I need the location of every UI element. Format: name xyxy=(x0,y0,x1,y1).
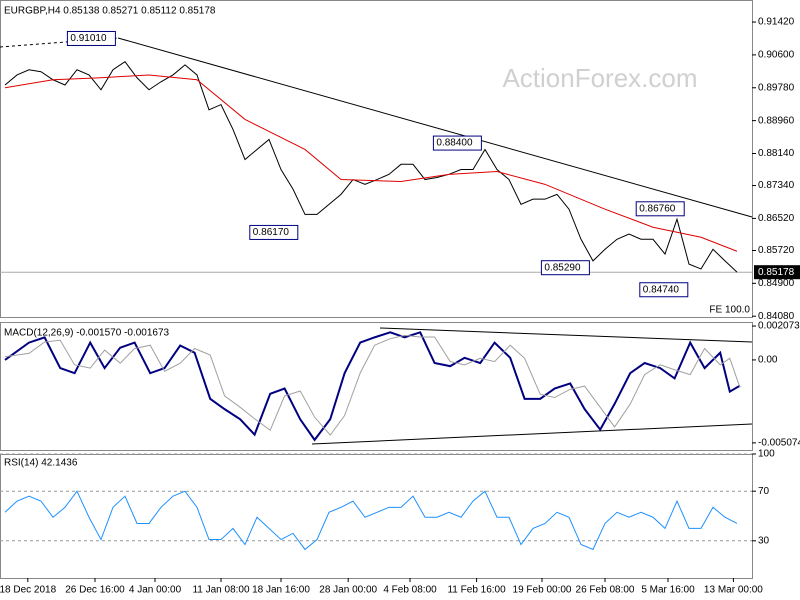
series-line xyxy=(4,74,738,252)
annotation-box xyxy=(249,224,299,240)
x-tick-label: 18 Jan 16:00 xyxy=(252,585,310,596)
macd-panel xyxy=(0,322,753,451)
y-tick-label: -0.005074 xyxy=(758,438,800,449)
annotation-label: 0.86170 xyxy=(253,227,290,238)
watermark: ActionForex.com xyxy=(502,63,697,93)
x-tick-label: 26 Dec 16:00 xyxy=(65,585,125,596)
price-panel xyxy=(0,0,753,318)
y-tick-label: 70 xyxy=(758,486,770,497)
trendline xyxy=(311,423,753,445)
rsi-panel xyxy=(0,454,753,579)
annotation-label: 0.86760 xyxy=(639,203,676,214)
trendline xyxy=(117,37,753,218)
y-tick-label: 0.00 xyxy=(758,355,778,366)
annotation-label: 0.88400 xyxy=(436,138,473,149)
x-tick-label: 13 Mar 00:00 xyxy=(704,585,763,596)
y-tick-label: 0.89780 xyxy=(758,82,795,93)
annotation-box xyxy=(432,135,482,151)
last-price-box xyxy=(754,265,800,280)
annotation-label: 0.85290 xyxy=(544,262,581,273)
x-tick-label: 19 Feb 00:00 xyxy=(513,585,572,596)
series-line xyxy=(4,490,738,551)
series-line xyxy=(4,61,738,273)
y-tick-label: 0.88140 xyxy=(758,148,795,159)
y-tick-label: 0.87340 xyxy=(758,180,795,191)
x-tick-label: 4 Feb 08:00 xyxy=(383,585,437,596)
x-tick-label: 18 Dec 2018 xyxy=(0,585,57,596)
fe-label: FE 100.0 xyxy=(709,305,750,316)
y-tick-label: 0.84080 xyxy=(758,311,795,322)
series-line xyxy=(4,334,741,436)
annotation-box xyxy=(635,201,685,217)
y-tick-label: 0.002073 xyxy=(758,321,800,332)
y-tick-label: 0.90600 xyxy=(758,50,795,61)
x-tick-label: 4 Jan 00:00 xyxy=(129,585,182,596)
y-tick-label: 0.85720 xyxy=(758,245,795,256)
annotation-label: 0.91010 xyxy=(70,33,107,44)
last-price-label: 0.85178 xyxy=(758,267,795,278)
y-tick-label: 0.86520 xyxy=(758,213,795,224)
trendline xyxy=(379,327,753,343)
macd-title: MACD(12,26,9) -0.001570 -0.001673 xyxy=(4,328,170,339)
y-tick-label: 30 xyxy=(758,535,770,546)
annotation-box xyxy=(540,260,590,276)
x-tick-label: 26 Feb 08:00 xyxy=(576,585,635,596)
y-tick-label: 0.91420 xyxy=(758,17,795,28)
x-tick-label: 5 Mar 16:00 xyxy=(641,585,695,596)
price-title: EURGBP,H4 0.85138 0.85271 0.85112 0.8517… xyxy=(4,6,216,17)
annotation-box xyxy=(66,30,116,46)
annotation-box xyxy=(639,282,689,298)
y-tick-label: 0.88960 xyxy=(758,115,795,126)
x-tick-label: 11 Jan 08:00 xyxy=(192,585,250,596)
y-tick-label: 0.84900 xyxy=(758,278,795,289)
x-tick-label: 28 Jan 00:00 xyxy=(319,585,377,596)
annotation-label: 0.84740 xyxy=(643,284,680,295)
y-tick-label: 100 xyxy=(758,449,775,460)
x-tick-label: 11 Feb 16:00 xyxy=(447,585,506,596)
rsi-title: RSI(14) 42.1436 xyxy=(4,458,78,469)
